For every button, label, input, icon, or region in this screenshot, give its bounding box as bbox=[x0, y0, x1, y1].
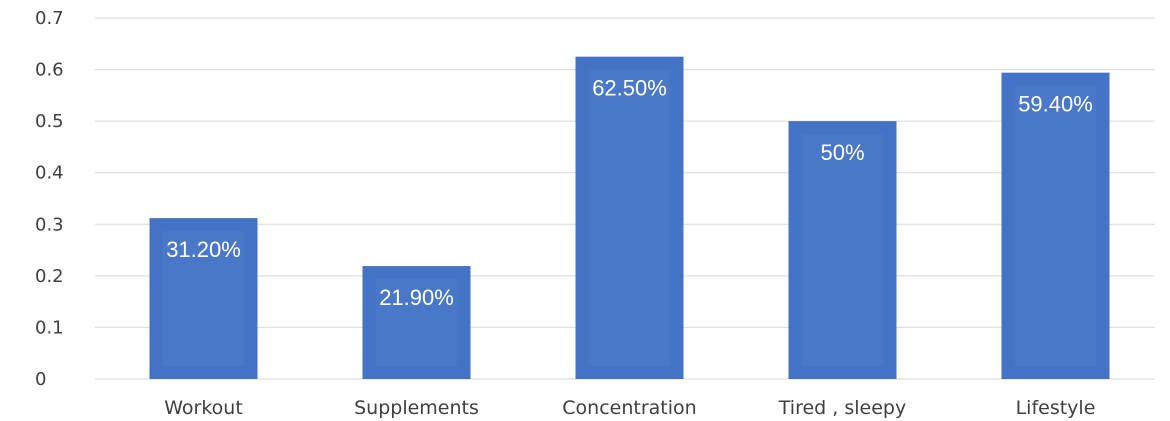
bar-inner-shade bbox=[1014, 85, 1097, 366]
bar-inner-shade bbox=[162, 231, 245, 366]
x-axis-category-labels: Workout Supplements Concentration Tired , s… bbox=[164, 397, 1095, 419]
x-category-label: Concentration bbox=[562, 397, 696, 419]
data-label: 62.50% bbox=[592, 76, 667, 101]
y-axis-tick-labels: 0 0.1 0.2 0.3 0.4 0.5 0.6 0.7 bbox=[35, 8, 64, 390]
x-category-label: Supplements bbox=[354, 397, 479, 419]
bar-inner-shade bbox=[588, 69, 671, 366]
data-label: 21.90% bbox=[379, 285, 454, 310]
y-tick-label: 0 bbox=[35, 369, 46, 390]
y-tick-label: 0.1 bbox=[35, 317, 64, 338]
data-label: 59.40% bbox=[1018, 92, 1093, 117]
bars bbox=[149, 56, 1110, 380]
y-tick-label: 0.6 bbox=[35, 60, 64, 81]
y-tick-label: 0.7 bbox=[35, 8, 64, 29]
x-category-label: Tired , sleepy bbox=[778, 397, 906, 419]
data-label: 50% bbox=[820, 140, 864, 165]
x-category-label: Lifestyle bbox=[1016, 397, 1096, 419]
y-tick-label: 0.2 bbox=[35, 266, 64, 287]
bar-inner-shade bbox=[801, 134, 884, 366]
x-category-label: Workout bbox=[164, 397, 243, 419]
data-labels: 31.20% 21.90% 62.50% 50% 59.40% bbox=[166, 76, 1093, 310]
y-tick-label: 0.4 bbox=[35, 163, 64, 184]
y-tick-label: 0.3 bbox=[35, 214, 64, 235]
bar-inner-shade bbox=[375, 279, 458, 366]
y-tick-label: 0.5 bbox=[35, 111, 64, 132]
data-label: 31.20% bbox=[166, 237, 241, 262]
